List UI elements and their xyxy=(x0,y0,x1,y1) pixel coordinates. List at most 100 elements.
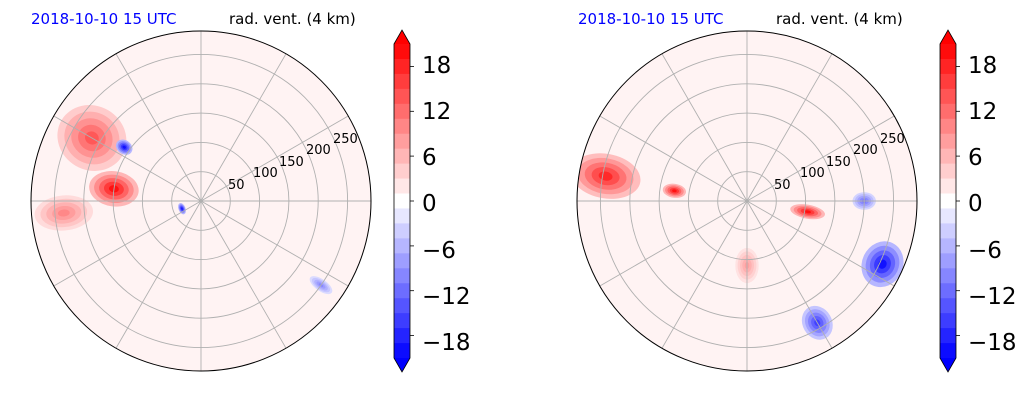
panel-1-colorbar-tick: −18 xyxy=(422,330,471,356)
colorbar-level xyxy=(394,163,410,179)
colorbar-level xyxy=(394,44,410,60)
colorbar-level xyxy=(394,223,410,239)
grid-spoke xyxy=(746,115,895,202)
panel-1-radial-label: 100 xyxy=(253,166,278,181)
colorbar-level xyxy=(394,343,410,359)
panel-1-radial-labels: 50 100 150 200 250 xyxy=(228,132,358,193)
colorbar-level xyxy=(394,208,410,224)
panel-2-colorbar-ticks: 18 12 6 0 −6 −12 −18 xyxy=(968,53,1017,356)
colorbar-outline xyxy=(393,29,411,373)
colorbar-level xyxy=(940,313,956,329)
colorbar-level xyxy=(394,238,410,254)
colorbar-level xyxy=(940,208,956,224)
panel-1-colorbar-tick: 12 xyxy=(422,99,451,125)
grid-spoke xyxy=(53,115,202,202)
grid-spoke xyxy=(599,200,748,287)
panel-2-colorbar-tick: −6 xyxy=(968,238,1002,264)
panel-1-radial-label: 200 xyxy=(306,143,331,158)
panel-2-radial-label: 100 xyxy=(800,166,825,181)
panel-1-colorbar-tick: 6 xyxy=(422,145,437,171)
colorbar-level xyxy=(940,238,956,254)
colorbar-level xyxy=(394,268,410,284)
field-feature xyxy=(181,207,183,210)
field-feature xyxy=(122,145,126,149)
panel-1-colorbar xyxy=(393,29,414,373)
colorbar-level xyxy=(394,148,410,165)
panel-2-colorbar-tick: −12 xyxy=(968,284,1017,310)
panel-2: 2018-10-10 15 UTC rad. vent. (4 km) 50 1… xyxy=(576,10,1017,373)
panel-1-title-right: rad. vent. (4 km) xyxy=(229,10,356,28)
grid-spoke xyxy=(53,200,202,287)
grid-spoke xyxy=(200,200,349,287)
colorbar-level xyxy=(394,253,410,269)
grid-spoke xyxy=(115,200,202,349)
panel-2-colorbar xyxy=(939,29,960,373)
grid-spoke xyxy=(115,53,202,202)
panel-1-colorbar-tick: 18 xyxy=(422,53,451,79)
colorbar-extend-min xyxy=(940,358,956,372)
grid-spoke xyxy=(746,53,833,202)
panel-1-radial-label: 150 xyxy=(279,155,304,170)
colorbar-level xyxy=(394,178,410,194)
colorbar-level xyxy=(394,118,410,135)
panel-1-colorbar-tick: −12 xyxy=(422,284,471,310)
grid-spoke xyxy=(599,115,748,202)
panel-2-title-left: 2018-10-10 15 UTC xyxy=(578,10,724,28)
colorbar-level xyxy=(940,328,956,344)
colorbar-level xyxy=(394,73,410,90)
panel-1-colorbar-tick: 0 xyxy=(422,191,437,217)
colorbar-level xyxy=(940,103,956,120)
panel-1-outer-circle xyxy=(30,30,372,372)
colorbar-level xyxy=(940,268,956,284)
grid-spoke xyxy=(200,115,349,202)
colorbar-extend-max xyxy=(394,30,410,44)
panel-2-colorbar-tick: 0 xyxy=(968,191,983,217)
colorbar-extend-min xyxy=(394,358,410,372)
colorbar-level xyxy=(940,223,956,239)
panel-2-polar-grid xyxy=(577,31,917,371)
panel-2-radial-label: 50 xyxy=(774,178,791,193)
panel-1-colorbar-ticks: 18 12 6 0 −6 −12 −18 xyxy=(422,53,471,356)
panel-1-title-left: 2018-10-10 15 UTC xyxy=(31,10,177,28)
colorbar-level xyxy=(940,118,956,135)
panel-2-colorbar-tick: 6 xyxy=(968,145,983,171)
colorbar-level xyxy=(940,148,956,165)
colorbar-level xyxy=(940,44,956,60)
grid-spoke xyxy=(661,200,748,349)
colorbar-level xyxy=(940,343,956,359)
panel-2-colorbar-tick: 18 xyxy=(968,53,997,79)
colorbar-level xyxy=(940,178,956,194)
colorbar-level xyxy=(394,313,410,329)
panel-2-outer-circle xyxy=(576,30,918,372)
colorbar-level xyxy=(394,103,410,120)
colorbar-level xyxy=(940,88,956,105)
panel-1-radial-label: 50 xyxy=(228,178,245,193)
colorbar-level xyxy=(940,73,956,90)
colorbar-level xyxy=(940,298,956,314)
colorbar-level xyxy=(394,193,410,209)
panel-2-colorbar-tick: 12 xyxy=(968,99,997,125)
grid-spoke xyxy=(746,200,833,349)
colorbar-level xyxy=(394,328,410,344)
colorbar-level xyxy=(394,283,410,299)
panel-2-radial-labels: 50 100 150 200 250 xyxy=(774,132,905,193)
colorbar-level xyxy=(394,133,410,150)
colorbar-level xyxy=(940,193,956,209)
colorbar-level xyxy=(940,133,956,150)
colorbar-level xyxy=(940,163,956,179)
panel-1: 2018-10-10 15 UTC rad. vent. (4 km) 50 1… xyxy=(30,10,471,373)
colorbar-extend-max xyxy=(940,30,956,44)
panel-2-title-right: rad. vent. (4 km) xyxy=(776,10,903,28)
panel-2-radial-label: 150 xyxy=(826,155,851,170)
field-feature xyxy=(672,189,677,193)
field-feature xyxy=(804,210,812,214)
panel-2-radial-label: 200 xyxy=(853,143,878,158)
colorbar-level xyxy=(394,58,410,75)
field-feature xyxy=(57,209,70,217)
colorbar-level xyxy=(394,88,410,105)
colorbar-level xyxy=(940,58,956,75)
panel-1-radial-label: 250 xyxy=(333,132,358,147)
grid-spoke xyxy=(746,200,895,287)
colorbar-level xyxy=(940,283,956,299)
panel-2-colorbar-tick: −18 xyxy=(968,330,1017,356)
